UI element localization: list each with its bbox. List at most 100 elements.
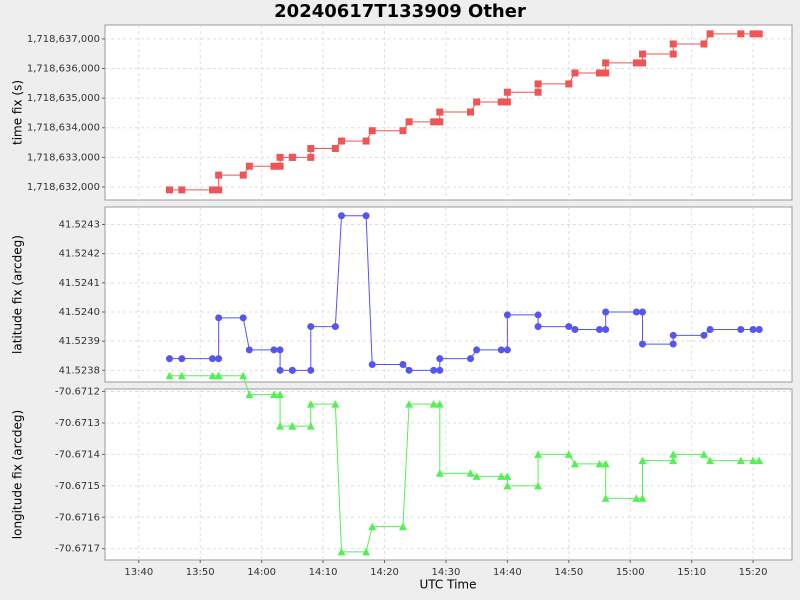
marker [276, 346, 284, 354]
marker [602, 308, 610, 316]
marker [639, 59, 647, 67]
marker [276, 422, 285, 430]
marker [564, 450, 573, 458]
marker [503, 346, 511, 354]
marker [166, 355, 174, 363]
marker [368, 522, 377, 531]
marker [276, 153, 284, 161]
y-tick-label: 1,718,633,000 [27, 152, 100, 163]
marker [497, 98, 505, 106]
marker [700, 40, 708, 48]
marker [749, 326, 757, 333]
y-tick-label: -70.6714 [55, 449, 100, 460]
marker [239, 314, 247, 322]
x-tick-label: 14:20 [370, 567, 399, 578]
marker [467, 355, 475, 363]
marker [276, 390, 285, 399]
marker [632, 494, 641, 502]
marker [178, 186, 186, 194]
marker [602, 326, 610, 333]
marker [429, 400, 438, 408]
plot-area [104, 388, 793, 561]
x-axis-label: UTC Time [420, 578, 477, 592]
marker [570, 459, 579, 468]
marker [436, 355, 444, 363]
chart-title: 20240617T133909 Other [274, 1, 526, 22]
x-tick-label: 14:50 [554, 567, 583, 578]
marker [749, 456, 758, 465]
marker [177, 371, 186, 380]
x-tick-label: 14:00 [247, 567, 276, 578]
x-tick-label: 13:40 [124, 567, 153, 578]
marker [638, 494, 647, 502]
marker [215, 314, 223, 322]
marker [503, 88, 511, 96]
y-tick-label: 1,718,632,000 [27, 182, 100, 193]
marker [467, 108, 475, 116]
marker [362, 137, 370, 145]
marker [669, 50, 677, 58]
marker [503, 472, 512, 480]
marker [214, 371, 223, 380]
y-tick-label: -70.6712 [55, 387, 100, 398]
marker [503, 98, 511, 106]
marker [430, 118, 438, 126]
marker [307, 153, 315, 161]
x-tick-label: 15:20 [739, 567, 768, 578]
x-tick-label: 15:00 [616, 567, 645, 578]
marker [368, 127, 376, 135]
x-tick-label: 14:40 [493, 567, 522, 578]
marker [288, 422, 297, 430]
y-tick-label: 41.5241 [59, 278, 100, 289]
marker [288, 366, 296, 374]
marker [436, 366, 444, 374]
y-tick-label: 41.5240 [59, 307, 100, 318]
marker [337, 547, 346, 556]
marker [269, 390, 278, 399]
marker [669, 340, 677, 348]
marker [534, 311, 542, 319]
y-tick-label: 1,718,634,000 [27, 123, 100, 134]
y-tick-label: -70.6715 [55, 481, 100, 492]
marker [331, 323, 339, 331]
marker [270, 162, 278, 170]
marker [209, 355, 217, 363]
marker [399, 361, 407, 368]
marker [571, 326, 579, 333]
marker [436, 118, 444, 126]
marker [306, 422, 315, 430]
marker [405, 400, 414, 408]
marker [639, 340, 647, 348]
marker [602, 59, 610, 67]
y-tick-label: 41.5243 [59, 220, 100, 231]
marker [534, 80, 542, 88]
marker [669, 456, 678, 465]
marker [306, 400, 315, 408]
marker [178, 355, 186, 363]
marker [534, 450, 543, 458]
marker [601, 459, 610, 468]
y-tick-label: -70.6716 [55, 512, 100, 523]
marker [165, 371, 174, 380]
marker [270, 346, 278, 354]
y-axis-label: time fix (s) [11, 80, 25, 145]
y-tick-label: 1,718,637,000 [27, 34, 100, 45]
marker [405, 366, 413, 374]
marker [601, 494, 610, 502]
marker [632, 59, 640, 67]
marker [596, 69, 604, 77]
marker [245, 346, 253, 354]
y-tick-label: 41.5238 [59, 365, 100, 376]
marker [503, 481, 512, 490]
marker [565, 80, 573, 88]
marker [239, 171, 247, 179]
marker [215, 355, 223, 363]
marker [755, 326, 763, 333]
marker [669, 450, 678, 458]
marker [399, 127, 407, 135]
marker [435, 400, 444, 408]
marker [430, 366, 438, 374]
marker [737, 30, 745, 38]
marker [472, 472, 481, 480]
marker [245, 162, 253, 170]
